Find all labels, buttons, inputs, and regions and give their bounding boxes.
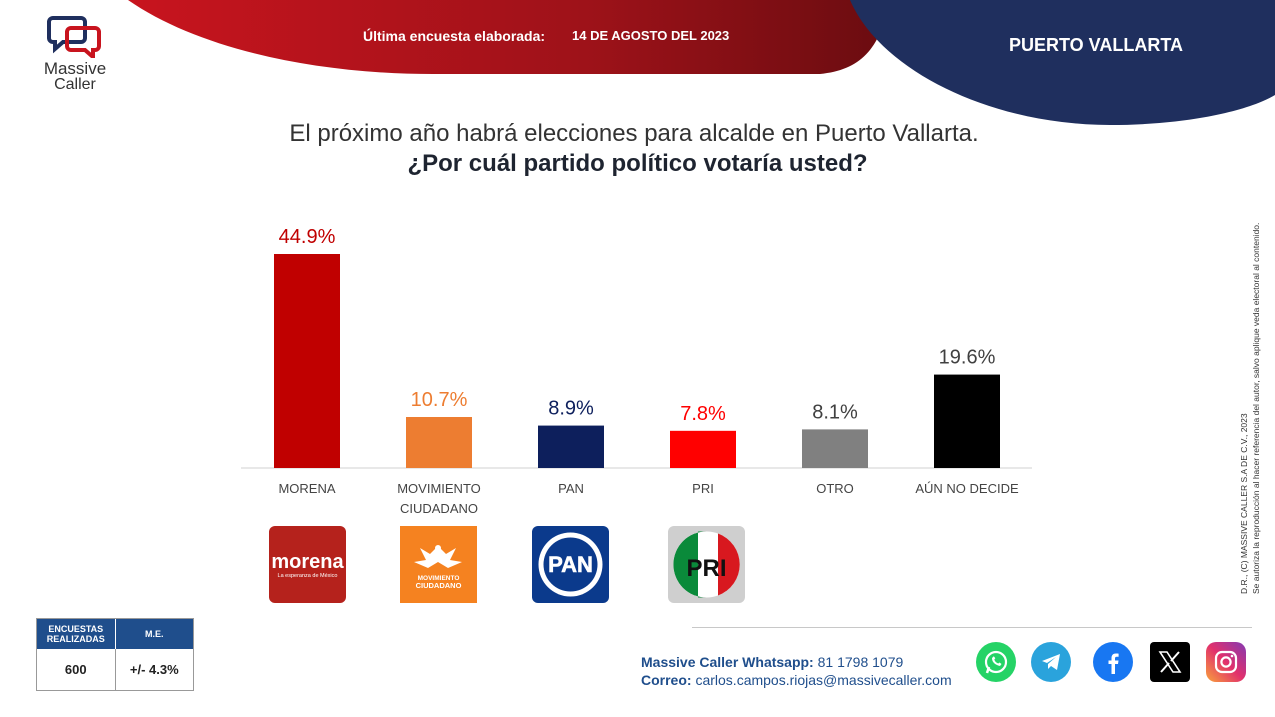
bar-morena: [274, 254, 340, 468]
disclaimer-line2: Se autoriza la reproducción al hacer ref…: [1251, 222, 1261, 594]
speech-bubbles-icon: [47, 16, 101, 58]
bar-value-label: 8.9%: [548, 398, 594, 420]
whatsapp-contact: Massive Caller Whatsapp: 81 1798 1079: [641, 654, 903, 670]
whatsapp-icon[interactable]: [976, 642, 1016, 682]
bar-otro: [802, 429, 868, 468]
bar-chart: 44.9% MORENA 10.7% MOVIMIENTO CIUDADANO 8.9% P…: [241, 226, 1032, 516]
category-label: CIUDADANO: [400, 501, 478, 516]
question-emphasis: ¿Por cuál partido político votaría usted…: [407, 150, 868, 177]
whatsapp-number[interactable]: 81 1798 1079: [817, 654, 904, 670]
margin-header: M.E.: [144, 629, 164, 639]
question-line2: ¿Por cuál partido político votaría usted…: [0, 150, 1275, 178]
legal-disclaimer: D.R., (C) MASSIVE CALLER S.A DE C.V., 20…: [1238, 223, 1262, 594]
bar-value-label: 44.9%: [279, 226, 336, 248]
bar-pri: [670, 430, 736, 468]
morena-logo-text: morena: [271, 551, 344, 573]
brand-name: Massive: [43, 59, 107, 78]
category-label: AÚN NO DECIDE: [915, 481, 1019, 496]
brand-name-2: Caller: [54, 76, 96, 93]
mc-logo-text-1: MOVIMIENTO: [418, 575, 460, 582]
category-label: PAN: [558, 481, 584, 496]
category-label: MOVIMIENTO: [397, 481, 481, 496]
email-address[interactable]: carlos.campos.riojas@massivecaller.com: [695, 672, 952, 688]
footer-divider: [692, 627, 1252, 628]
morena-logo-subtext: La esperanza de México: [278, 573, 338, 579]
margin-value: +/- 4.3%: [129, 662, 179, 677]
header-decoration: [128, 0, 1275, 125]
city-label: PUERTO VALLARTA: [1009, 35, 1183, 55]
bar-a-n-no-decide: [934, 374, 1000, 468]
question-line1: El próximo año habrá elecciones para alc…: [0, 120, 1275, 148]
pan-logo: PAN: [532, 526, 609, 603]
whatsapp-label: Massive Caller Whatsapp:: [641, 654, 814, 670]
question-text: El próximo año habrá elecciones para alc…: [289, 120, 979, 147]
category-label: MORENA: [278, 481, 335, 496]
surveys-value: 600: [37, 649, 116, 690]
pri-logo: PRI: [668, 526, 745, 603]
bar-value-label: 19.6%: [939, 347, 996, 369]
category-label: PRI: [692, 481, 714, 496]
surveys-header: ENCUESTAS REALIZADAS: [37, 619, 116, 649]
bar-value-label: 8.1%: [812, 401, 858, 423]
bar-value-label: 7.8%: [680, 403, 726, 425]
survey-date: 14 DE AGOSTO DEL 2023: [572, 28, 730, 43]
massive-caller-logo: Massive Caller: [34, 14, 116, 102]
mc-logo-text-2: CIUDADANO: [416, 581, 462, 590]
disclaimer-line1: D.R., (C) MASSIVE CALLER S.A DE C.V., 20…: [1239, 413, 1249, 594]
telegram-icon[interactable]: [1031, 642, 1071, 682]
bar-pan: [538, 425, 604, 468]
pri-logo-text: PRI: [686, 555, 726, 582]
pan-logo-text: PAN: [548, 552, 593, 577]
bar-value-label: 10.7%: [411, 389, 468, 411]
email-contact: Correo: carlos.campos.riojas@massivecall…: [641, 672, 952, 688]
email-label: Correo:: [641, 672, 692, 688]
category-label: OTRO: [816, 481, 854, 496]
facebook-icon[interactable]: [1093, 642, 1133, 682]
morena-logo: morena La esperanza de México: [269, 526, 346, 603]
bar-movimiento-ciudadano: [406, 417, 472, 468]
survey-date-label: Última encuesta elaborada:: [363, 28, 546, 44]
x-icon[interactable]: [1150, 642, 1190, 682]
movimiento-ciudadano-logo: MOVIMIENTO CIUDADANO: [400, 526, 477, 603]
survey-stats-table: ENCUESTAS REALIZADAS M.E. 600 +/- 4.3%: [36, 618, 194, 691]
instagram-icon[interactable]: [1206, 642, 1246, 682]
